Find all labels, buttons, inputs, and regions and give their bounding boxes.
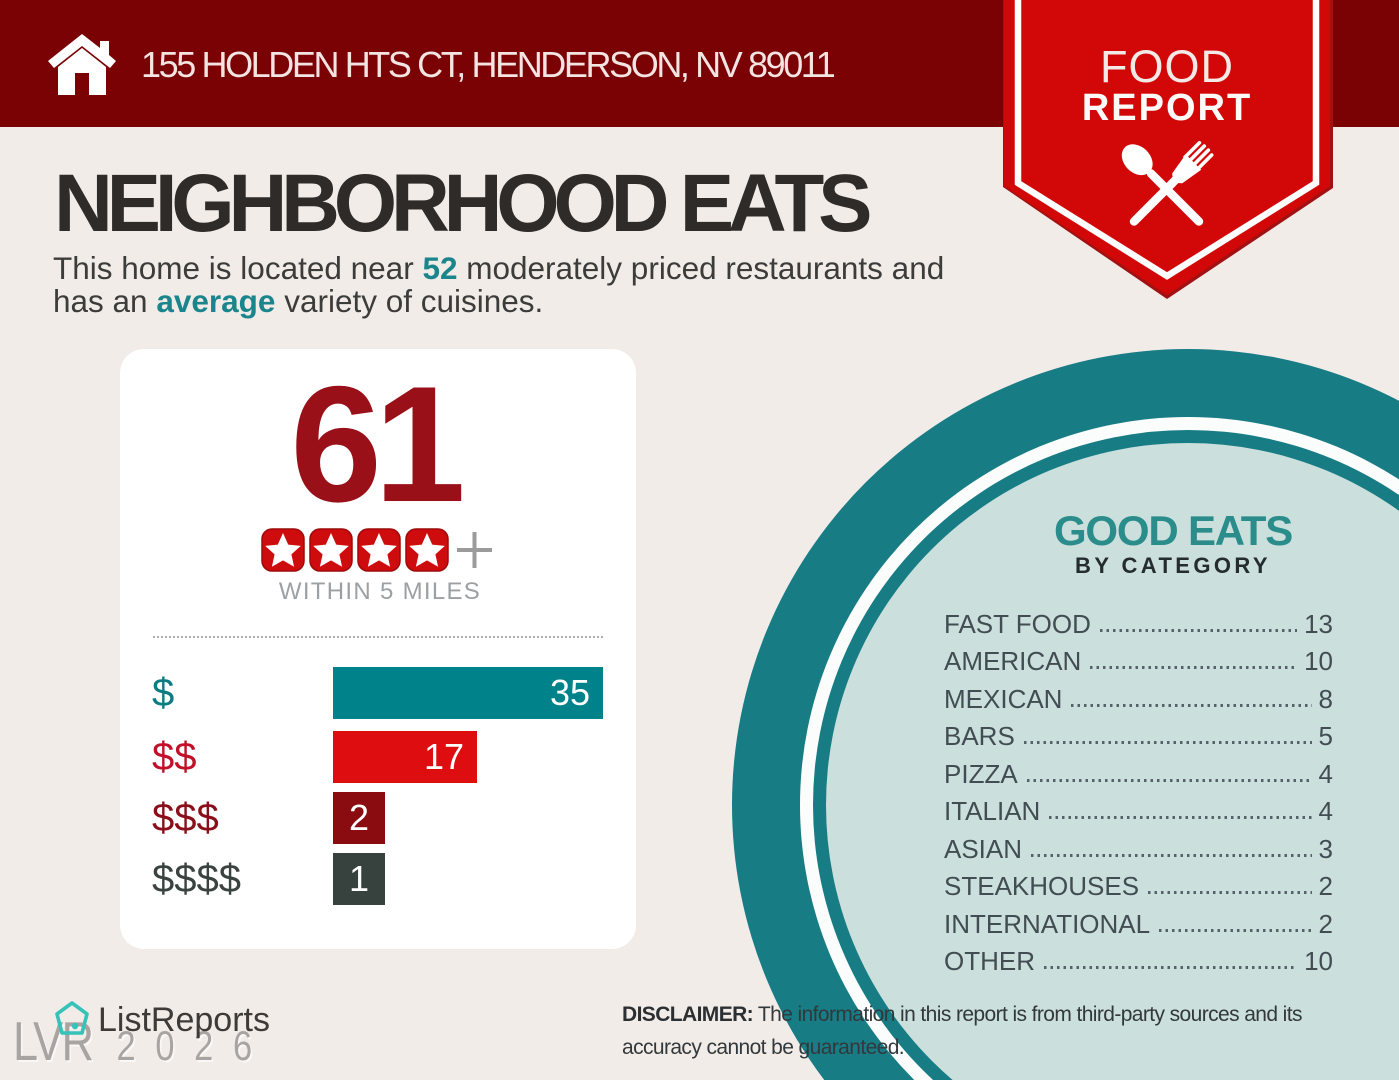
svg-text:FOOD: FOOD xyxy=(1100,41,1234,92)
svg-text:REPORT: REPORT xyxy=(1082,87,1252,129)
